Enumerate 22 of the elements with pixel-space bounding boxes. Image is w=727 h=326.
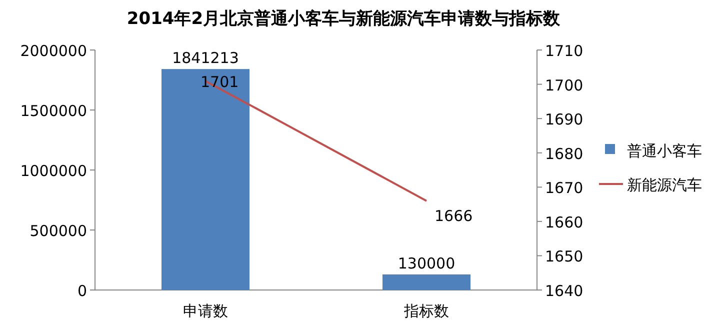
- data-label: 1666: [434, 206, 473, 225]
- y2-tick-label: 1640: [545, 282, 584, 300]
- y2-tick-label: 1660: [545, 213, 584, 232]
- y2-tick-label: 1650: [545, 248, 584, 266]
- legend-label: 新能源汽车: [627, 176, 702, 194]
- y2-tick-label: 1670: [545, 179, 584, 198]
- data-label: 130000: [398, 254, 456, 272]
- y2-tick-label: 1690: [545, 110, 584, 129]
- legend-label: 普通小客车: [627, 142, 702, 160]
- y-tick-label: 1000000: [20, 162, 87, 180]
- y2-tick-label: 1710: [545, 42, 584, 60]
- x-tick-label: 指标数: [403, 302, 449, 320]
- y2-tick-label: 1700: [545, 76, 584, 94]
- y-tick-label: 2000000: [20, 42, 87, 60]
- y-tick-label: 0: [77, 282, 87, 300]
- y-tick-label: 1500000: [20, 102, 87, 120]
- y2-tick-label: 1680: [545, 144, 584, 163]
- y-tick-label: 500000: [30, 222, 87, 240]
- data-label: 1841213: [172, 49, 239, 68]
- data-label: 1701: [200, 72, 239, 91]
- x-tick-label: 申请数: [183, 302, 228, 320]
- chart-title: 2014年2月北京普通小客车与新能源汽车申请数与指标数: [126, 8, 562, 29]
